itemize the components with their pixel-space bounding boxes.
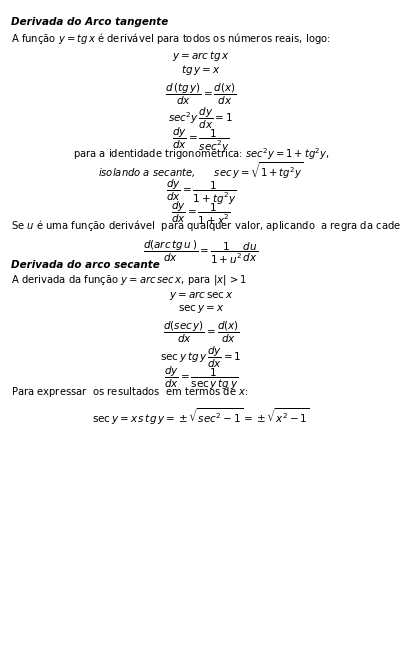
Text: $\dfrac{d\,(tg\,y)}{dx} = \dfrac{d(x)}{dx}$: $\dfrac{d\,(tg\,y)}{dx} = \dfrac{d(x)}{d… — [165, 81, 236, 106]
Text: $\dfrac{d(sec\,y)}{dx} = \dfrac{d(x)}{dx}$: $\dfrac{d(sec\,y)}{dx} = \dfrac{d(x)}{dx… — [162, 320, 239, 345]
Text: isolando a secante,      $sec\,y = \sqrt{1 + tg^2 y}$: isolando a secante, $sec\,y = \sqrt{1 + … — [98, 161, 303, 181]
Text: Para expressar  os resultados  em termos de $x$:: Para expressar os resultados em termos d… — [11, 385, 248, 399]
Text: Derivada do arco secante: Derivada do arco secante — [11, 260, 160, 270]
Text: $y = arc\,tg\,x$: $y = arc\,tg\,x$ — [172, 49, 229, 63]
Text: $y = arc\,\mathrm{sec}\,x$: $y = arc\,\mathrm{sec}\,x$ — [168, 289, 233, 302]
Text: $\mathrm{sec}\,y = x\,s\,tg\,y = \pm\sqrt{sec^2 - 1} = \pm\sqrt{x^2 - 1}$: $\mathrm{sec}\,y = x\,s\,tg\,y = \pm\sqr… — [92, 406, 309, 427]
Text: $\dfrac{dy}{dx} = \dfrac{1}{\mathrm{sec}\,y\,tg\,y}$: $\dfrac{dy}{dx} = \dfrac{1}{\mathrm{sec}… — [164, 364, 237, 392]
Text: $\dfrac{dy}{dx} = \dfrac{1}{1 + tg^2 y}$: $\dfrac{dy}{dx} = \dfrac{1}{1 + tg^2 y}$ — [165, 178, 236, 207]
Text: Se $u$ é uma função derivável  para qualquer valor, aplicando  a regra da cadeia: Se $u$ é uma função derivável para qualq… — [11, 218, 401, 233]
Text: $\mathrm{sec}\,y\,tg\,y\,\dfrac{dy}{dx} = 1$: $\mathrm{sec}\,y\,tg\,y\,\dfrac{dy}{dx} … — [160, 344, 241, 370]
Text: A derivada da função $y = arc\,sec\,x$, para $|x|\, > 1$: A derivada da função $y = arc\,sec\,x$, … — [11, 273, 247, 288]
Text: $\mathrm{sec}\,y = x$: $\mathrm{sec}\,y = x$ — [177, 303, 224, 315]
Text: $\dfrac{d(arc\,tg\,u\,)}{dx} = \dfrac{1}{1 + u^2}\dfrac{du}{dx}$: $\dfrac{d(arc\,tg\,u\,)}{dx} = \dfrac{1}… — [143, 239, 258, 266]
Text: $\dfrac{dy}{dx} = \dfrac{1}{sec^2 y}$: $\dfrac{dy}{dx} = \dfrac{1}{sec^2 y}$ — [172, 126, 229, 155]
Text: A função $y = tg\, x$ é derivável para todos os números reais, logo:: A função $y = tg\, x$ é derivável para t… — [11, 31, 330, 46]
Text: $\dfrac{dy}{dx} = \dfrac{1}{1 + x^2}$: $\dfrac{dy}{dx} = \dfrac{1}{1 + x^2}$ — [171, 200, 230, 227]
Text: $sec^2 y\,\dfrac{dy}{dx} = 1$: $sec^2 y\,\dfrac{dy}{dx} = 1$ — [168, 106, 233, 131]
Text: para a identidade trigonométrica: $sec^2 y = 1 + tg^2 y$,: para a identidade trigonométrica: $sec^2… — [73, 146, 328, 162]
Text: Derivada do Arco tangente: Derivada do Arco tangente — [11, 17, 168, 27]
Text: $tg\,y = x$: $tg\,y = x$ — [181, 63, 220, 77]
